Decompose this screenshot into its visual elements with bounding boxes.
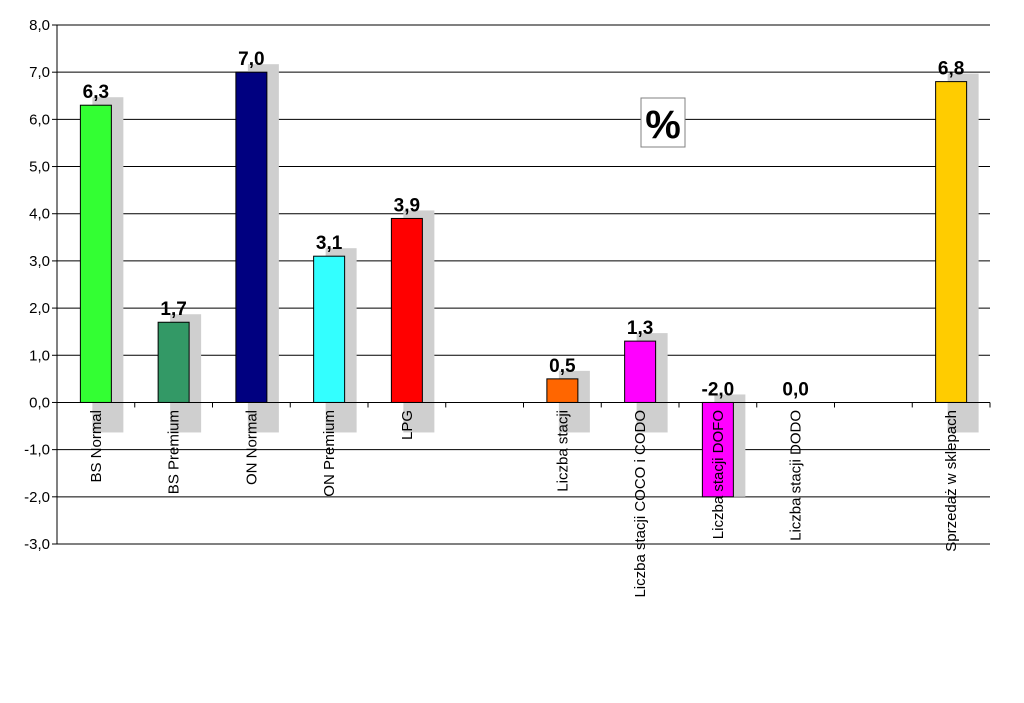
- bar: [546, 378, 579, 403]
- bar: [935, 81, 968, 403]
- data-label: 1,7: [160, 299, 186, 320]
- category-labels: BS Normal BS Premium ON Normal ON Premium LP…: [88, 410, 960, 598]
- y-tick-labels: -3,0 -2,0 -1,0 0,0 1,0 2,0 3,0 4,0 5,0 6,0 7,0 8,0: [24, 17, 50, 553]
- data-label: 0,0: [782, 379, 808, 400]
- unit-label: %: [645, 103, 681, 147]
- category-label: Liczba stacji DODO: [788, 410, 805, 541]
- data-labels: 6,3 1,7 7,0 3,1 3,9 0,5 1,3 -2,0 0,0 6,8: [83, 49, 965, 400]
- category-label: BS Normal: [88, 410, 105, 483]
- bar: [235, 71, 268, 403]
- data-label: -2,0: [702, 379, 735, 400]
- data-label: 0,5: [549, 356, 576, 377]
- category-label: ON Premium: [321, 410, 338, 497]
- y-tick-label: 7,0: [29, 64, 50, 81]
- bar: [701, 401, 734, 498]
- data-label: 3,9: [394, 195, 420, 216]
- category-label: Sprzedaż w sklepach: [943, 410, 960, 552]
- data-label: 7,0: [238, 49, 264, 70]
- category-label: BS Premium: [166, 410, 183, 494]
- category-label: Liczba stacji DOFO: [710, 410, 727, 539]
- unit-label-frame: [640, 97, 686, 148]
- y-tick-label: 4,0: [29, 206, 50, 223]
- y-tick-label: 8,0: [29, 17, 50, 34]
- bars: [79, 71, 968, 498]
- y-tick-label: 1,0: [29, 347, 50, 364]
- bar: [157, 321, 190, 403]
- y-tick-label: 2,0: [29, 300, 50, 317]
- bar: [390, 217, 423, 403]
- y-tick-label: 0,0: [29, 394, 50, 411]
- bar: [624, 340, 657, 403]
- y-tick-label: -1,0: [24, 442, 50, 459]
- data-label: 1,3: [627, 318, 653, 339]
- category-label: LPG: [399, 410, 416, 440]
- y-tick-label: -2,0: [24, 489, 50, 506]
- bar: [79, 104, 112, 403]
- y-tick-label: -3,0: [24, 536, 50, 553]
- data-label: 3,1: [316, 233, 343, 254]
- y-tick-label: 5,0: [29, 159, 50, 176]
- data-label: 6,8: [938, 59, 964, 80]
- category-label: Liczba stacji COCO i CODO: [632, 410, 649, 598]
- gridlines: [57, 24, 990, 545]
- bar: [313, 255, 346, 403]
- y-tick-label: 3,0: [29, 253, 50, 270]
- unit-label-box: %: [640, 97, 686, 148]
- axes: [52, 24, 991, 545]
- bar-shadows: [92, 64, 979, 497]
- category-label: ON Normal: [243, 410, 260, 485]
- y-tick-label: 6,0: [29, 111, 50, 128]
- data-label: 6,3: [83, 82, 109, 103]
- category-label: Liczba stacji: [554, 410, 571, 492]
